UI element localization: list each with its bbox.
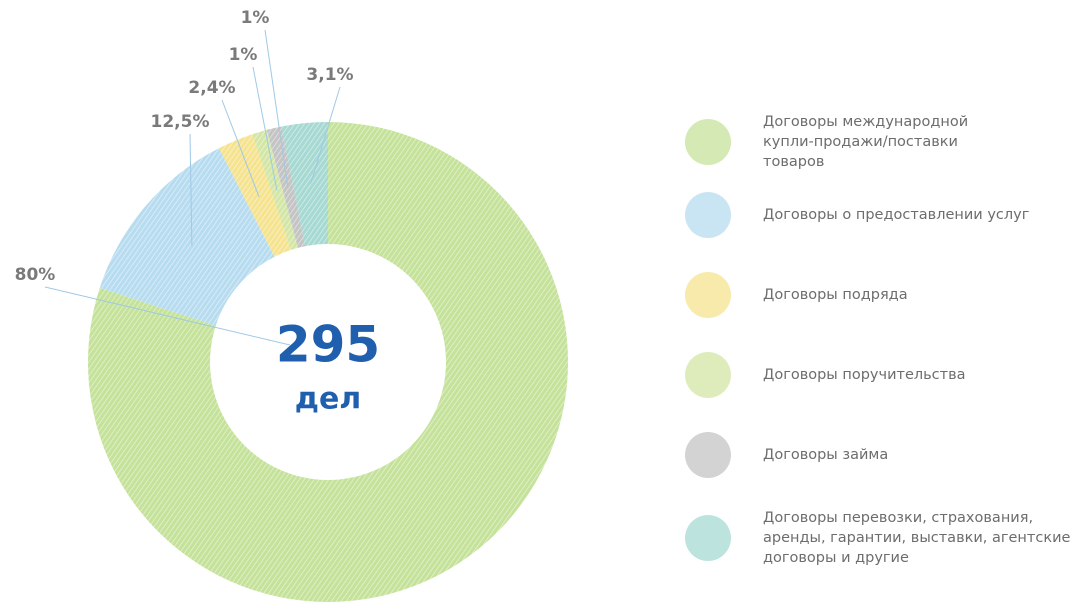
legend-item: Договоры о предоставлении услуг <box>685 192 1072 238</box>
legend-swatch <box>685 432 731 478</box>
center-unit: дел <box>295 382 362 417</box>
value-label: 3,1% <box>306 65 353 85</box>
legend-item: Договоры перевозки, страхования, аренды,… <box>685 508 1072 568</box>
legend-label: Договоры международной купли-продажи/пос… <box>763 114 969 170</box>
legend-label: Договоры подряда <box>763 287 908 303</box>
value-label: 1% <box>229 45 258 65</box>
legend-label: Договоры поручительства <box>763 367 966 383</box>
legend-label: Договоры перевозки, страхования, аренды,… <box>763 510 1071 566</box>
legend-label: Договоры о предоставлении услуг <box>763 207 1030 223</box>
leader-line <box>264 29 289 188</box>
slice-texture <box>219 134 291 257</box>
leader-line <box>44 286 291 346</box>
leader-line <box>310 86 341 184</box>
slice-texture <box>88 122 568 602</box>
slice-texture <box>266 126 306 248</box>
leader-line <box>189 133 193 246</box>
legend-swatch <box>685 192 731 238</box>
value-label: 2,4% <box>188 78 235 98</box>
legend-swatch <box>685 272 731 318</box>
legend-item: Договоры международной купли-продажи/пос… <box>685 112 993 172</box>
slice-texture <box>99 148 275 326</box>
legend-label: Договоры займа <box>763 447 889 463</box>
leader-line <box>221 99 260 198</box>
value-label: 1% <box>241 8 270 28</box>
center-total: 295 <box>276 316 380 374</box>
value-label: 80% <box>15 265 56 285</box>
slice-texture <box>252 129 298 251</box>
legend-item: Договоры поручительства <box>685 352 1072 398</box>
legend-item: Договоры подряда <box>685 272 1072 318</box>
legend-swatch <box>685 352 731 398</box>
legend-item: Договоры займа <box>685 432 1072 478</box>
value-label: 12,5% <box>151 112 210 132</box>
slice-texture <box>281 122 328 247</box>
leader-line <box>252 66 278 191</box>
legend-swatch <box>685 515 731 561</box>
legend-swatch <box>685 119 731 165</box>
